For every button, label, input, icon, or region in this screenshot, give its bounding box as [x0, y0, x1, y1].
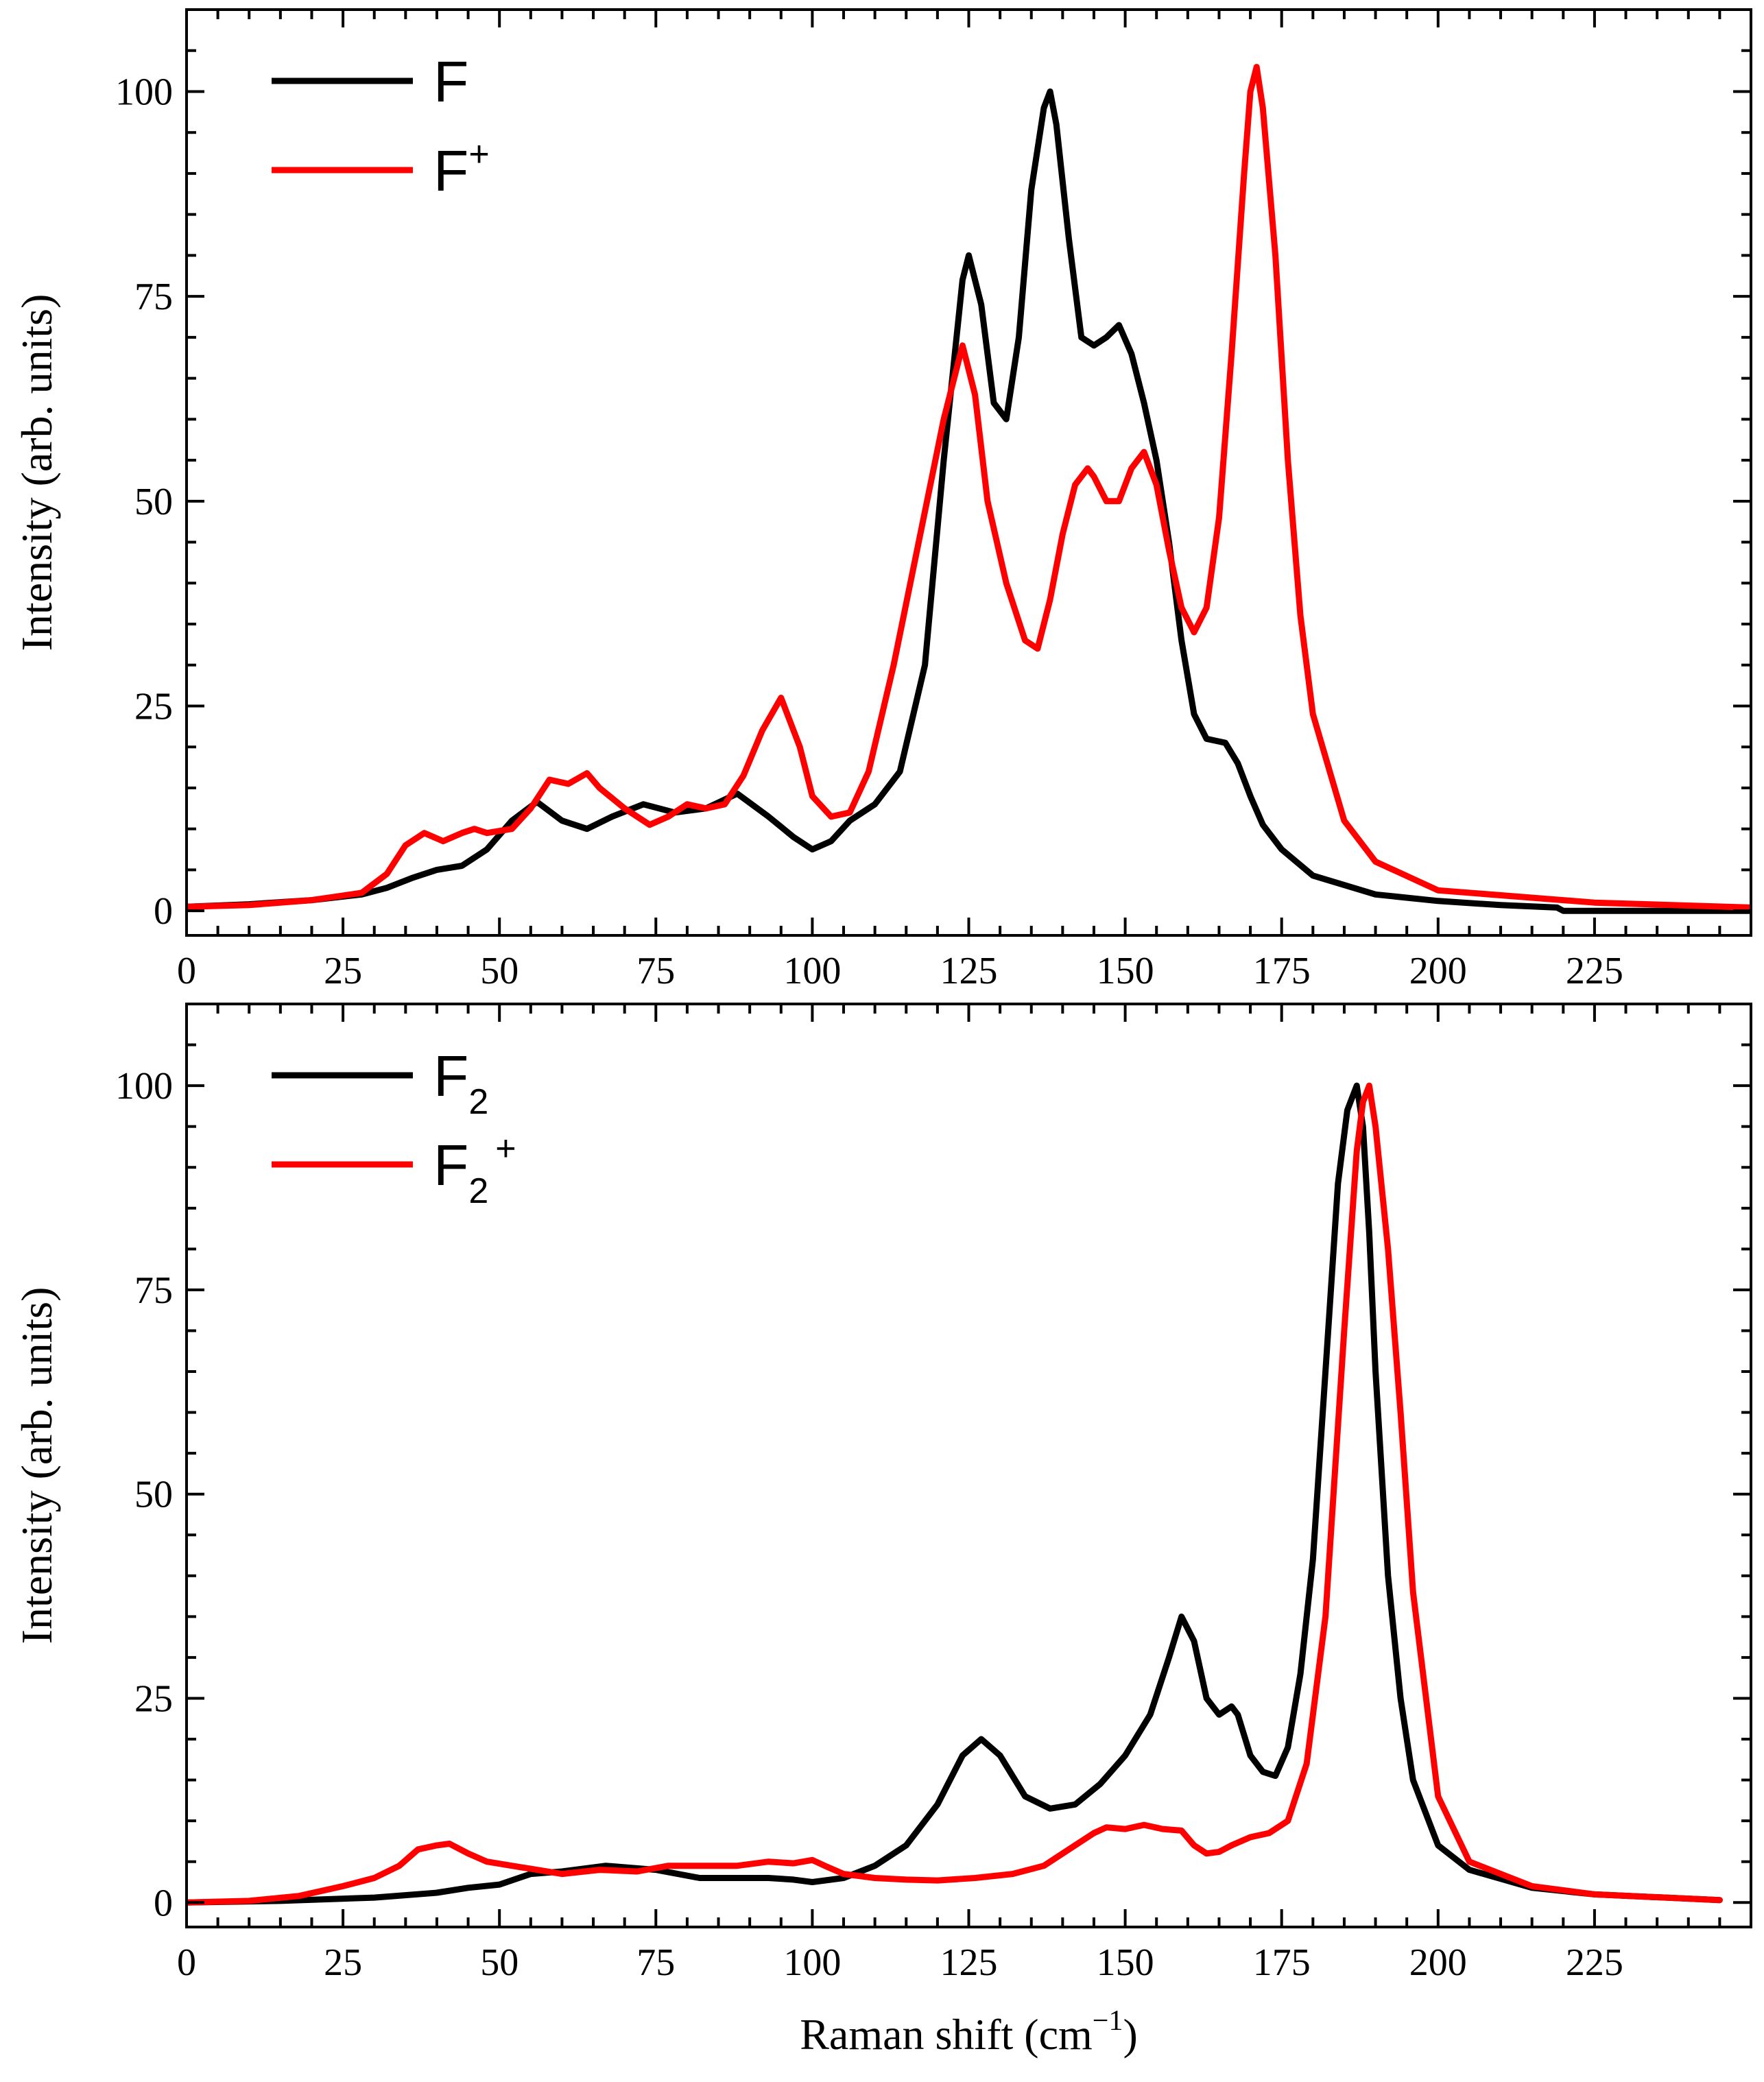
panel-bottom-x-tick-label: 0 [177, 1941, 196, 1984]
legend-label-subscript: 2 [468, 1082, 488, 1122]
legend-label-main: F [433, 49, 468, 114]
panel-bottom-y-tick-label: 100 [115, 1065, 173, 1108]
panel-top-y-tick-label: 75 [134, 276, 173, 318]
panel-top-y-tick-label: 50 [134, 481, 173, 523]
legend-label-main: F [433, 1133, 468, 1197]
panel-top-series-line-1 [187, 88, 1751, 914]
panel-top-series-line-2 [187, 64, 1751, 911]
panel-bottom-y-tick-label: 25 [134, 1677, 173, 1720]
panel-top-y-ticks [187, 49, 1751, 913]
panel-top-x-tick-label: 25 [324, 950, 362, 992]
panel-top-y-tick-label: 100 [115, 71, 173, 113]
panel-top-legend-label-2: F+ [433, 134, 490, 203]
panel-bottom-y-ticks [187, 1043, 1751, 1904]
legend-label-main: F [433, 1044, 468, 1108]
panel-bottom-lines [187, 1082, 1723, 1906]
legend-label-main: F [433, 139, 468, 203]
panel-bottom-series-line-2 [187, 1082, 1723, 1906]
panel-bottom-x-tick-label: 25 [324, 1941, 362, 1984]
legend-label-superscript: + [495, 1129, 516, 1169]
panel-top-legend-label-1: F [433, 49, 468, 114]
panel-top-y-tick-label: 0 [154, 890, 173, 933]
panel-bottom-x-tick-label: 200 [1409, 1941, 1467, 1984]
panel-top-x-tick-label: 175 [1253, 950, 1311, 992]
panel-bottom-x-axis-label: Raman shift (cm−1) [800, 2005, 1138, 2059]
panel-top-x-tick-label: 100 [783, 950, 841, 992]
panel-top-y-tick-label: 25 [134, 685, 173, 728]
panel-bottom: 0 25 50 75 100 125 150 175 200 225 0 25 50 75 100 Inten… [12, 1003, 1752, 2059]
panel-top-x-tick-label: 125 [940, 950, 998, 992]
panel-bottom-y-tick-label: 75 [134, 1269, 173, 1312]
panel-top-x-tick-label: 75 [636, 950, 675, 992]
panel-top-x-tick-label: 50 [480, 950, 519, 992]
panel-bottom-y-axis-label: Intensity (arb. units) [12, 1287, 61, 1644]
panel-top-x-tick-label: 225 [1566, 950, 1623, 992]
panel-top-x-tick-label: 0 [177, 950, 196, 992]
panel-top-lines [187, 64, 1751, 914]
panel-bottom-x-tick-label: 100 [783, 1941, 841, 1984]
panel-bottom-series-line-1 [187, 1082, 1723, 1906]
x-axis-label-main: Raman shift (cm [800, 2010, 1093, 2059]
legend-label-superscript: + [468, 134, 489, 174]
panel-top-x-tick-label: 150 [1097, 950, 1154, 992]
panel-top: 0 25 50 75 100 125 150 175 200 225 0 25 50 75 100 Inten… [12, 8, 1752, 992]
x-axis-label-end: ) [1123, 2010, 1137, 2059]
panel-bottom-legend-label-1: F2 [433, 1044, 488, 1122]
panel-top-y-axis-label: Intensity (arb. units) [12, 294, 61, 651]
panel-bottom-x-tick-label: 75 [636, 1941, 675, 1984]
panel-bottom-x-tick-label: 175 [1253, 1941, 1311, 1984]
panel-bottom-x-ticks [216, 1004, 1721, 1927]
panel-top-x-ticks [216, 10, 1721, 935]
panel-bottom-x-tick-label: 125 [940, 1941, 998, 1984]
panel-bottom-x-tick-label: 150 [1097, 1941, 1154, 1984]
panel-bottom-x-tick-label: 50 [480, 1941, 519, 1984]
panel-bottom-x-tick-label: 225 [1566, 1941, 1623, 1984]
panel-bottom-y-tick-label: 50 [134, 1474, 173, 1516]
panel-bottom-legend-label-2: F2+ [433, 1129, 516, 1211]
panel-bottom-y-tick-label: 0 [154, 1882, 173, 1924]
x-axis-label-superscript: −1 [1093, 2005, 1123, 2037]
panel-top-legend: FF+ [272, 49, 490, 203]
panel-top-x-tick-label: 200 [1409, 950, 1467, 992]
legend-label-subscript: 2 [468, 1171, 488, 1211]
